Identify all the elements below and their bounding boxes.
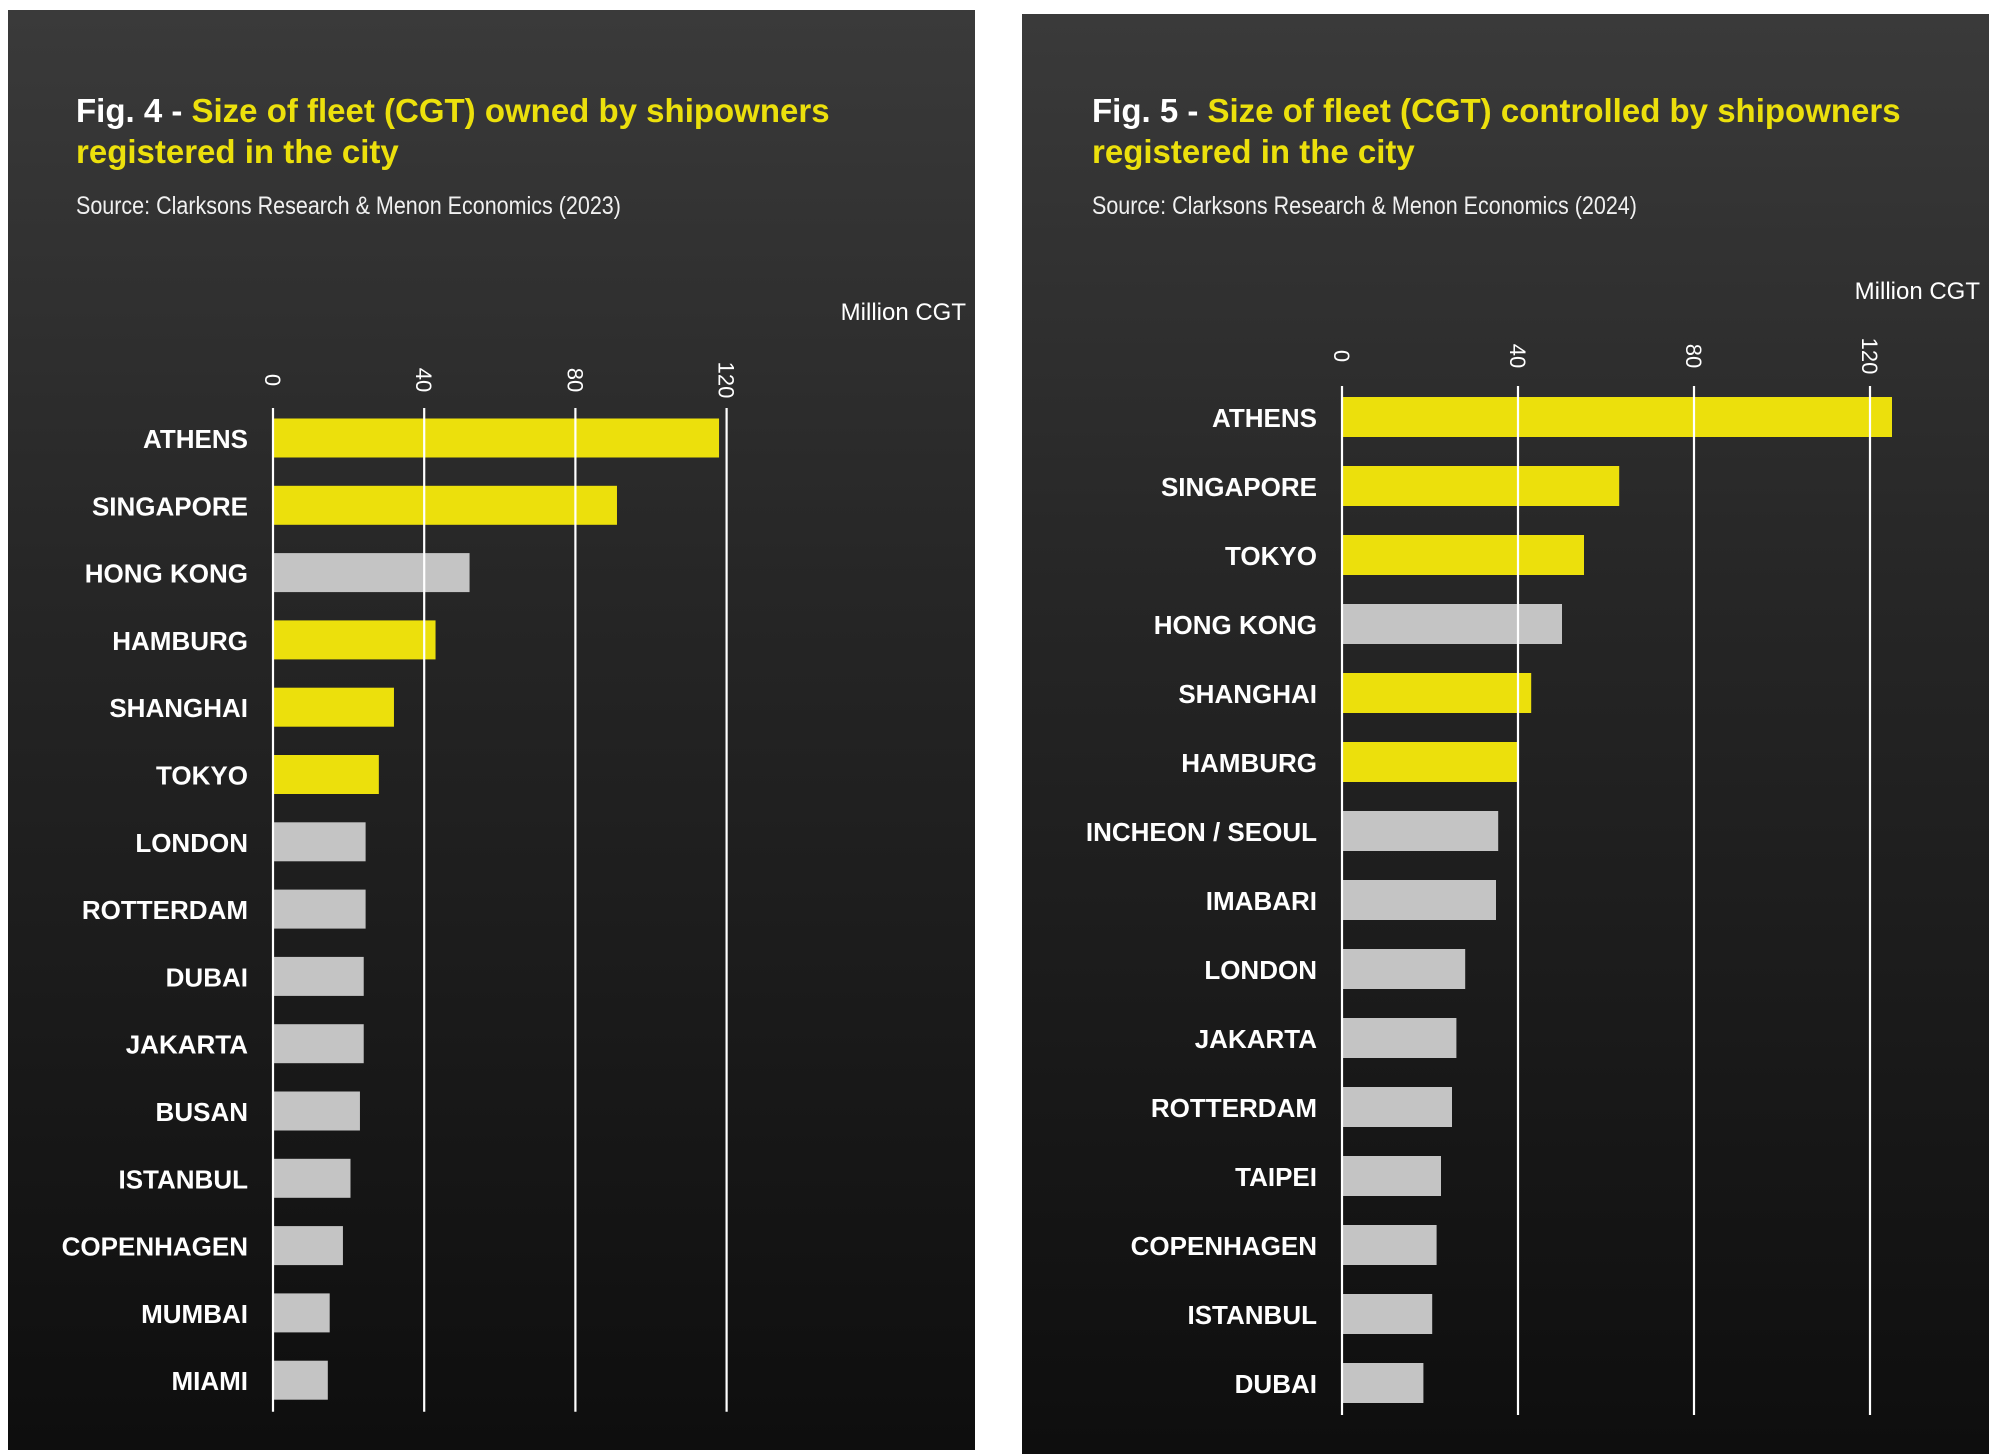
bar-jakarta [1342, 1018, 1457, 1058]
bar-shanghai [273, 687, 394, 727]
chart-title: Fig. 5 - Size of fleet (CGT) controlled … [1092, 90, 1982, 172]
tick-label: 120 [714, 362, 739, 399]
figure-number: Fig. 4 - [76, 92, 192, 129]
category-label: HONG KONG [85, 559, 248, 589]
tick-label: 80 [1681, 344, 1706, 368]
bar-dubai [273, 956, 364, 996]
bar-taipei [1342, 1156, 1441, 1196]
chart-panel-fig5: Fig. 5 - Size of fleet (CGT) controlled … [1022, 14, 1989, 1454]
category-label: IMABARI [1206, 886, 1317, 916]
tick-label: 40 [1505, 344, 1530, 368]
title-line-2: registered in the city [1092, 133, 1415, 170]
bar-london [1342, 949, 1466, 989]
category-label: DUBAI [1235, 1369, 1317, 1399]
bar-tokyo [1342, 535, 1584, 575]
category-label: MUMBAI [141, 1299, 248, 1329]
bar-copenhagen [273, 1226, 343, 1266]
category-label: JAKARTA [1195, 1024, 1318, 1054]
category-label: JAKARTA [126, 1030, 249, 1060]
category-label: ATHENS [1212, 403, 1317, 433]
category-label: LONDON [1204, 955, 1317, 985]
chart-source: Source: Clarksons Research & Menon Econo… [1092, 192, 1637, 220]
bar-mumbai [273, 1293, 330, 1333]
bar-tokyo [273, 755, 379, 794]
title-line-2: registered in the city [76, 133, 399, 170]
category-label: LONDON [135, 828, 248, 858]
bar-busan [273, 1091, 360, 1131]
category-label: COPENHAGEN [62, 1232, 248, 1262]
category-label: ROTTERDAM [1151, 1093, 1317, 1123]
category-label: SHANGHAI [109, 693, 248, 723]
category-label: ISTANBUL [118, 1164, 248, 1194]
bar-istanbul [273, 1158, 351, 1198]
chart-panel-fig4: Fig. 4 - Size of fleet (CGT) owned by sh… [8, 10, 975, 1450]
axis-unit-label: Million CGT [841, 299, 967, 326]
bar-shanghai [1342, 673, 1532, 713]
chart-plot-area: ATHENS SINGAPORE TOKYO HONG KONG SHANGHAI HAM… [1086, 278, 1981, 1415]
category-label: ATHENS [143, 424, 248, 454]
bar-hong-kong [273, 553, 470, 593]
axis-unit-label: Million CGT [1855, 278, 1981, 305]
category-label: ROTTERDAM [82, 895, 248, 925]
bar-london [273, 822, 366, 862]
bar-incheon-seoul [1342, 811, 1499, 851]
category-label: SINGAPORE [92, 491, 248, 521]
category-label: SINGAPORE [1161, 472, 1317, 502]
bar-rotterdam [273, 889, 366, 929]
bar-imabari [1342, 880, 1496, 920]
category-label: TOKYO [156, 761, 248, 791]
bar-miami [273, 1360, 328, 1400]
bar-istanbul [1342, 1294, 1433, 1334]
category-label: ISTANBUL [1187, 1300, 1317, 1330]
title-line-1: Size of fleet (CGT) owned by shipowners [191, 92, 830, 129]
chart-title: Fig. 4 - Size of fleet (CGT) owned by sh… [76, 90, 956, 172]
bar-dubai [1342, 1363, 1424, 1403]
bar-athens [1342, 397, 1892, 437]
tick-label: 40 [411, 368, 436, 392]
tick-label: 0 [260, 374, 285, 386]
bar-singapore [273, 485, 617, 525]
category-label: INCHEON / SEOUL [1086, 817, 1317, 847]
bar-athens [273, 418, 720, 458]
category-label: MIAMI [171, 1366, 248, 1396]
category-label: HAMBURG [1181, 748, 1317, 778]
category-label: TOKYO [1225, 541, 1317, 571]
category-label: DUBAI [166, 962, 248, 992]
bar-hamburg [273, 620, 436, 660]
bar-jakarta [273, 1024, 364, 1064]
category-label: SHANGHAI [1178, 679, 1317, 709]
bar-singapore [1342, 466, 1620, 506]
figure-number: Fig. 5 - [1092, 92, 1208, 129]
category-label: TAIPEI [1235, 1162, 1317, 1192]
bar-hong-kong [1342, 604, 1562, 644]
category-label: COPENHAGEN [1131, 1231, 1317, 1261]
category-label: HAMBURG [112, 626, 248, 656]
chart-source: Source: Clarksons Research & Menon Econo… [76, 192, 621, 220]
category-label: HONG KONG [1154, 610, 1317, 640]
title-line-1: Size of fleet (CGT) controlled by shipow… [1207, 92, 1901, 129]
bar-rotterdam [1342, 1087, 1452, 1127]
chart-plot-area: ATHENS SINGAPORE HONG KONG HAMBURG SHANGHAI T… [62, 299, 967, 1412]
bar-copenhagen [1342, 1225, 1437, 1265]
tick-label: 80 [562, 368, 587, 392]
tick-label: 0 [1329, 350, 1354, 362]
category-label: BUSAN [156, 1097, 248, 1127]
bar-hamburg [1342, 742, 1518, 782]
tick-label: 120 [1857, 338, 1882, 375]
